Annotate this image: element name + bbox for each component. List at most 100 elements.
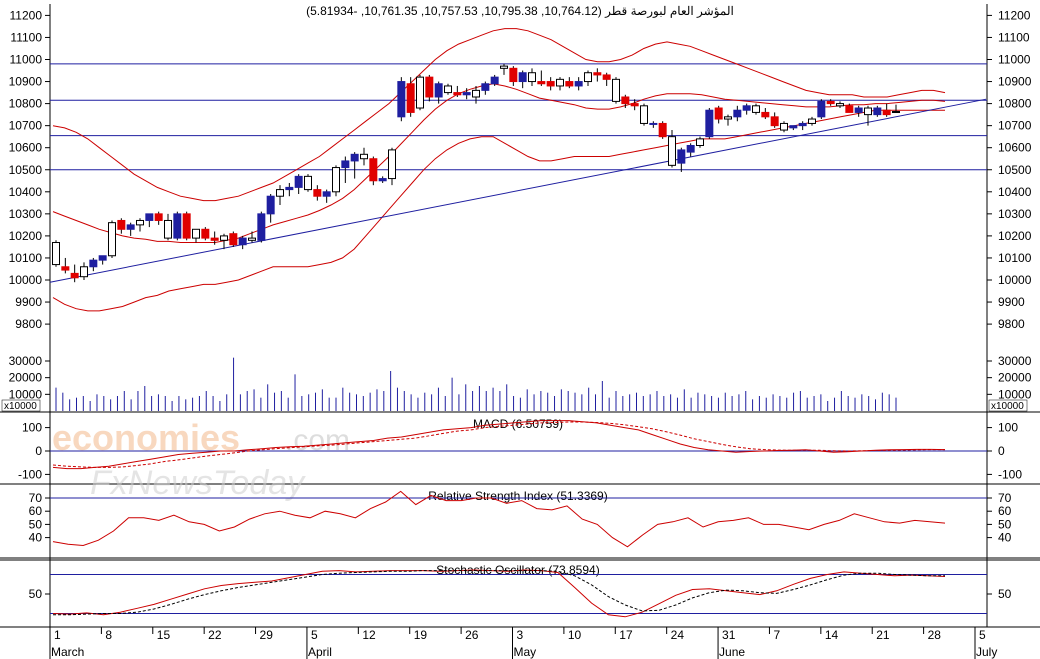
candle-body <box>145 213 154 221</box>
candle-body <box>565 81 574 87</box>
price-chart-title: المؤشر العام لبورصة قطر (10,764.12, 10,7… <box>306 4 734 18</box>
candle-body <box>294 175 303 188</box>
price-tick-right-label: 10000 <box>998 273 1032 287</box>
candle-body <box>761 111 770 118</box>
x-tick-label: 21 <box>876 628 890 642</box>
rsi-tick-left-label: 70 <box>29 491 43 505</box>
candle-body <box>360 153 368 160</box>
candle-body <box>210 237 219 241</box>
price-tick-left-label: 10700 <box>9 119 43 133</box>
macd-line <box>52 420 946 470</box>
macd-tick-right-label: 0 <box>998 444 1005 458</box>
candle-body <box>696 138 704 146</box>
candle-body <box>164 219 172 239</box>
stochastic-d-line <box>53 570 945 616</box>
candle-body <box>770 116 779 127</box>
candle-body <box>602 74 611 80</box>
candle-body <box>201 228 210 239</box>
candle-body <box>742 105 751 111</box>
candle-body <box>808 118 816 124</box>
candle-body <box>556 78 564 87</box>
candle-body <box>658 122 667 138</box>
price-tick-left-label: 10800 <box>9 97 43 111</box>
x-tick-label: 8 <box>105 628 112 642</box>
x-tick-label: 10 <box>568 628 582 642</box>
rsi-tick-left-label: 50 <box>29 517 43 531</box>
price-tick-left-label: 10000 <box>9 273 43 287</box>
candle-body <box>126 224 135 230</box>
price-tick-right-label: 9900 <box>998 295 1025 309</box>
candle-body <box>733 109 742 118</box>
bollinger-upper-line <box>52 28 946 202</box>
candle-body <box>752 105 760 113</box>
candle-body <box>388 149 396 180</box>
price-tick-right-label: 10900 <box>998 75 1032 89</box>
x-tick-label: 15 <box>157 628 171 642</box>
price-tick-right-label: 9800 <box>998 317 1025 331</box>
price-tick-right-label: 10400 <box>998 185 1032 199</box>
price-tick-right-label: 11000 <box>998 53 1031 67</box>
price-tick-left-label: 10400 <box>9 185 43 199</box>
candle-body <box>453 92 462 96</box>
candle-body <box>817 100 826 118</box>
candle-body <box>332 167 340 193</box>
volume-unit-box-left <box>1 399 41 412</box>
candle-body <box>434 83 443 98</box>
x-tick-label: 5 <box>311 628 318 642</box>
candle-body <box>593 72 602 76</box>
candle-body <box>882 109 891 116</box>
price-tick-right-label: 10600 <box>998 141 1032 155</box>
candle-body <box>780 122 788 131</box>
candle-body <box>472 89 480 98</box>
candle-body <box>836 103 844 107</box>
bollinger-middle-line <box>52 83 946 243</box>
candle-body <box>182 213 191 239</box>
candle-body <box>892 111 900 114</box>
macd-tick-left-label: 0 <box>35 444 42 458</box>
rsi-title: Relative Strength Index (51.3369) <box>428 489 607 503</box>
candle-body <box>173 213 182 239</box>
x-tick-label: 5 <box>979 628 986 642</box>
month-label: July <box>976 645 997 659</box>
candle-body <box>584 72 592 83</box>
volume-unit-box-right <box>988 399 1028 412</box>
price-tick-left-label: 10500 <box>9 163 43 177</box>
candle-body <box>70 272 79 279</box>
price-tick-left-label: 10200 <box>9 229 43 243</box>
price-tick-right-label: 10500 <box>998 163 1032 177</box>
candle-body <box>864 107 872 116</box>
watermark-dotcom: .com <box>285 424 350 457</box>
x-tick-label: 31 <box>722 628 736 642</box>
candle-body <box>89 259 98 268</box>
candle-body <box>462 92 471 96</box>
candle-body <box>322 191 331 197</box>
candle-body <box>621 96 630 105</box>
macd-tick-right-label: -100 <box>998 467 1022 481</box>
candle-body <box>276 189 284 197</box>
candle-body <box>677 149 686 164</box>
candle-body <box>248 237 256 241</box>
price-tick-left-label: 10900 <box>9 75 43 89</box>
candle-body <box>313 189 322 197</box>
candle-body <box>686 144 695 153</box>
candle-body <box>257 213 266 241</box>
support-trendline <box>49 98 987 283</box>
rsi-tick-right-label: 70 <box>998 491 1012 505</box>
candle-body <box>350 153 359 162</box>
price-tick-left-label: 9800 <box>15 317 42 331</box>
macd-tick-left-label: -100 <box>18 467 42 481</box>
macd-tick-left-label: 100 <box>22 421 42 435</box>
candle-body <box>304 175 312 191</box>
x-tick-label: 22 <box>208 628 222 642</box>
price-tick-right-label: 10100 <box>998 251 1032 265</box>
rsi-tick-left-label: 40 <box>29 531 43 545</box>
candle-body <box>481 83 490 91</box>
candle-body <box>490 76 499 85</box>
macd-title: MACD (6.50759) <box>473 417 563 431</box>
candle-body <box>873 107 882 116</box>
x-tick-label: 12 <box>362 628 376 642</box>
candle-body <box>612 78 620 102</box>
x-tick-label: 3 <box>517 628 524 642</box>
rsi-tick-right-label: 50 <box>998 517 1012 531</box>
price-tick-left-label: 11000 <box>10 53 43 67</box>
